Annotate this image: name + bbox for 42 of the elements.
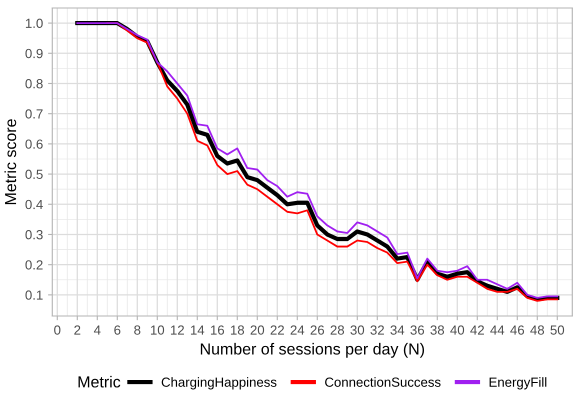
x-tick-label: 28 <box>330 325 344 335</box>
x-tick-label: 10 <box>150 325 164 335</box>
x-tick-label: 42 <box>470 325 484 335</box>
legend-label: ConnectionSuccess <box>325 377 441 387</box>
x-tick-label: 30 <box>350 325 364 335</box>
x-tick-label: 12 <box>170 325 184 335</box>
y-tick-label: 0.9 <box>25 48 43 58</box>
y-tick-label: 0.6 <box>25 139 43 149</box>
y-tick-label: 0.5 <box>25 170 43 179</box>
legend-label: EnergyFill <box>490 377 546 390</box>
x-tick-label: 22 <box>270 325 284 335</box>
y-tick-label: 0.7 <box>25 109 43 119</box>
x-tick-label: 0 <box>54 325 60 335</box>
legend-title: Metric <box>78 376 120 388</box>
x-tick-label: 16 <box>210 325 224 335</box>
x-tick-label: 6 <box>114 325 120 335</box>
x-tick-label: 32 <box>370 325 384 335</box>
x-tick-label: 26 <box>310 325 324 335</box>
x-tick-label: 8 <box>134 325 140 335</box>
x-tick-label: 4 <box>94 326 101 335</box>
x-tick-label: 48 <box>530 325 544 335</box>
y-tick-label: 0.3 <box>25 230 43 240</box>
x-tick-label: 34 <box>390 325 404 335</box>
x-tick-label: 2 <box>74 325 80 335</box>
x-tick-label: 46 <box>510 325 524 335</box>
x-axis-title: Number of sessions per day (N) <box>200 342 424 358</box>
legend-label: ChargingHappiness <box>162 377 276 390</box>
y-tick-label: 0.2 <box>25 260 43 270</box>
x-tick-label: 20 <box>250 325 264 335</box>
x-tick-label: 14 <box>190 326 204 335</box>
x-tick-label: 44 <box>490 326 504 335</box>
x-tick-label: 40 <box>450 325 464 335</box>
y-axis-title: Metric score <box>4 119 16 204</box>
x-tick-label: 24 <box>290 325 304 335</box>
y-tick-label: 0.4 <box>25 200 43 210</box>
x-tick-label: 38 <box>430 325 444 335</box>
x-tick-label: 36 <box>410 325 424 335</box>
x-tick-label: 18 <box>230 325 244 335</box>
y-tick-label: 0.1 <box>25 290 43 300</box>
x-tick-label: 50 <box>550 325 564 335</box>
y-tick-label: 1.0 <box>26 18 43 28</box>
y-tick-label: 0.8 <box>25 79 43 88</box>
